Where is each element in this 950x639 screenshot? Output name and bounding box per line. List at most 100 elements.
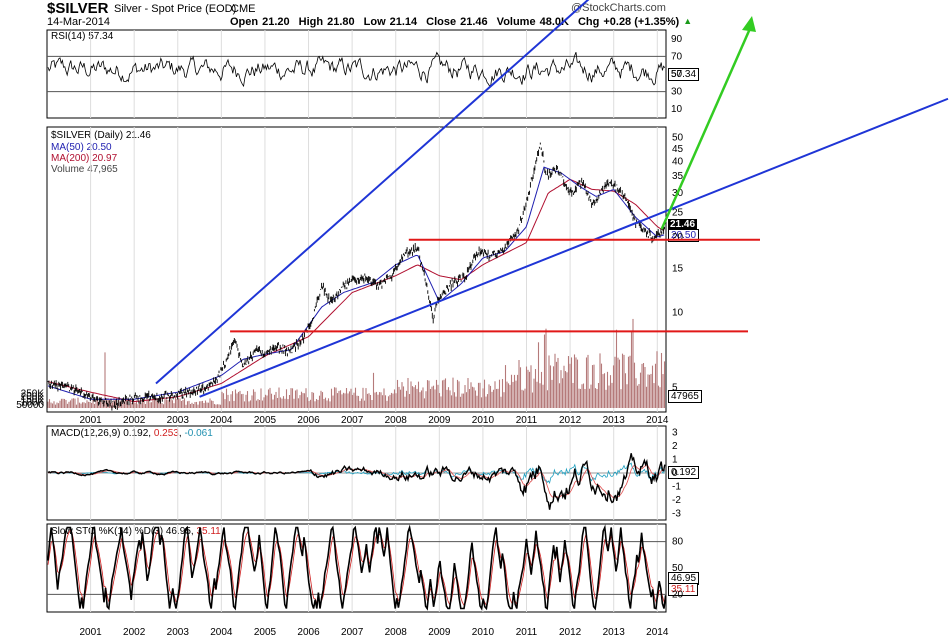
price-x-tick-label: 2001 xyxy=(79,415,102,426)
stoch-x-tick-label: 2012 xyxy=(559,627,582,638)
volume-y-tick-label: 150K xyxy=(21,394,45,405)
chart-description: Silver - Spot Price (EOD) xyxy=(114,3,237,15)
stoch-x-tick-label: 2007 xyxy=(341,627,364,638)
price-x-tick-label: 2005 xyxy=(254,415,277,426)
projection-arrow-head xyxy=(742,16,756,32)
price-x-tick-label: 2007 xyxy=(341,415,364,426)
stoch-x-tick-label: 2011 xyxy=(516,627,538,638)
rsi-y-tick-label: 50 xyxy=(671,69,683,80)
stoch-title: Slow STO %K(14) %D(3) 46.95, 35.11 xyxy=(51,526,221,537)
chart-exchange: CME xyxy=(231,3,256,15)
volume-value: 48.0K xyxy=(539,16,569,28)
price-x-tick-label: 2004 xyxy=(210,415,233,426)
rsi-y-tick-label: 10 xyxy=(671,104,683,115)
projection-arrow-shaft xyxy=(660,23,754,230)
rsi-line xyxy=(47,51,666,88)
price-x-tick-label: 2013 xyxy=(603,415,626,426)
price-legend-main: $SILVER (Daily) 21.46 xyxy=(51,130,151,141)
price-panel-frame xyxy=(46,126,667,413)
macd-y-tick-label: 1 xyxy=(672,455,678,466)
macd-y-tick-label: -1 xyxy=(672,481,681,492)
stoch-title-prefix: Slow STO %K(14) %D(3) xyxy=(51,526,164,537)
macd-y-tick-label: 3 xyxy=(672,428,678,439)
stoch-x-tick-label: 2008 xyxy=(385,627,408,638)
rsi-title: RSI(14) 57.34 xyxy=(51,31,114,42)
rsi-last-badge: 57.34 xyxy=(668,68,700,81)
stoch-x-tick-label: 2003 xyxy=(167,627,190,638)
rsi-y-tick-label: 70 xyxy=(671,51,683,62)
stoch-d-badge: 35.11 xyxy=(668,583,699,596)
chg-label: Chg xyxy=(577,16,600,28)
lower-trendline xyxy=(199,97,949,398)
stoch-x-tick-label: 2013 xyxy=(603,627,626,638)
stoch-x-tick-label: 2009 xyxy=(428,627,451,638)
macd-y-tick-label: -3 xyxy=(672,508,681,519)
macd-value: 0.192 xyxy=(123,428,149,439)
chg-value: +0.28 (+1.35%) xyxy=(603,16,680,28)
stoch-y-tick-label: 80 xyxy=(672,537,684,548)
up-triangle-icon: ▲ xyxy=(683,16,693,26)
macd-last-badge: 0.192 xyxy=(668,466,700,479)
price-y-tick-label: 15 xyxy=(672,263,684,274)
price-x-tick-label: 2002 xyxy=(123,415,146,426)
price-y-tick-label: 35 xyxy=(672,171,684,182)
ohlc-summary: Open 21.20 High 21.80 Low 21.14 Close 21… xyxy=(230,16,692,28)
price-x-tick-label: 2008 xyxy=(385,415,408,426)
price-x-tick-label: 2009 xyxy=(428,415,451,426)
macd-y-tick-label: 2 xyxy=(672,441,678,452)
price-y-tick-label: 10 xyxy=(672,307,684,318)
macd-line xyxy=(47,453,666,510)
rsi-panel-frame xyxy=(46,29,667,119)
price-y-tick-label: 40 xyxy=(672,157,684,168)
brand-watermark: @StockCharts.com xyxy=(571,2,666,14)
price-y-tick-label: 5 xyxy=(672,383,678,394)
rsi-y-tick-label: 90 xyxy=(671,34,683,45)
open-value: 21.20 xyxy=(262,16,290,28)
price-x-tick-label: 2006 xyxy=(297,415,320,426)
price-x-tick-label: 2010 xyxy=(472,415,495,426)
stoch-x-tick-label: 2010 xyxy=(472,627,495,638)
price-x-tick-label: 2003 xyxy=(167,415,190,426)
stoch-x-tick-label: 2014 xyxy=(646,627,669,638)
rsi-y-tick-label: 30 xyxy=(671,87,683,98)
volume-y-tick-label: 200K xyxy=(21,392,45,403)
macd-y-tick-label: -2 xyxy=(672,495,681,506)
low-label: Low xyxy=(363,16,386,28)
open-label: Open xyxy=(230,16,259,28)
macd-hist: -0.061 xyxy=(184,428,213,439)
stoch-x-tick-label: 2006 xyxy=(297,627,320,638)
price-y-tick-label: 20 xyxy=(672,232,684,243)
stoch-k: 46.95 xyxy=(165,526,191,537)
stoch-y-tick-label: 50 xyxy=(672,563,684,574)
chart-date: 14-Mar-2014 xyxy=(47,16,110,28)
price-last-badge: 21.46 xyxy=(668,219,698,230)
low-value: 21.14 xyxy=(389,16,418,28)
macd-signal: 0.253 xyxy=(153,428,179,439)
volume-y-tick-label: 100K xyxy=(21,397,45,408)
macd-y-tick-label: 0 xyxy=(672,468,678,479)
price-y-tick-label: 45 xyxy=(672,144,684,155)
stoch-x-tick-label: 2002 xyxy=(123,627,146,638)
price-x-tick-label: 2011 xyxy=(516,415,538,426)
price-y-tick-label: 25 xyxy=(672,208,684,219)
price-legend-ma50: MA(50) 20.50 xyxy=(51,142,112,153)
high-label: High xyxy=(298,16,324,28)
ma200-line xyxy=(47,178,665,403)
stoch-k-line xyxy=(47,524,667,611)
stoch-x-tick-label: 2004 xyxy=(210,627,233,638)
upper-trendline xyxy=(155,0,590,385)
close-label: Close xyxy=(426,16,457,28)
close-value: 21.46 xyxy=(460,16,488,28)
volume-y-tick-label: 50000 xyxy=(16,400,44,411)
high-value: 21.80 xyxy=(327,16,355,28)
price-legend-volume: Volume 47,965 xyxy=(51,164,118,175)
macd-title: MACD(12,26,9) 0.192, 0.253, -0.061 xyxy=(51,428,213,439)
volume-y-tick-label: 250K xyxy=(21,389,45,400)
price-x-tick-label: 2012 xyxy=(559,415,582,426)
volume-label: Volume xyxy=(496,16,536,28)
macd-histogram-line xyxy=(47,462,666,484)
chart-symbol: $SILVER xyxy=(47,0,109,17)
price-x-tick-label: 2014 xyxy=(646,415,669,426)
stoch-x-tick-label: 2001 xyxy=(79,627,102,638)
